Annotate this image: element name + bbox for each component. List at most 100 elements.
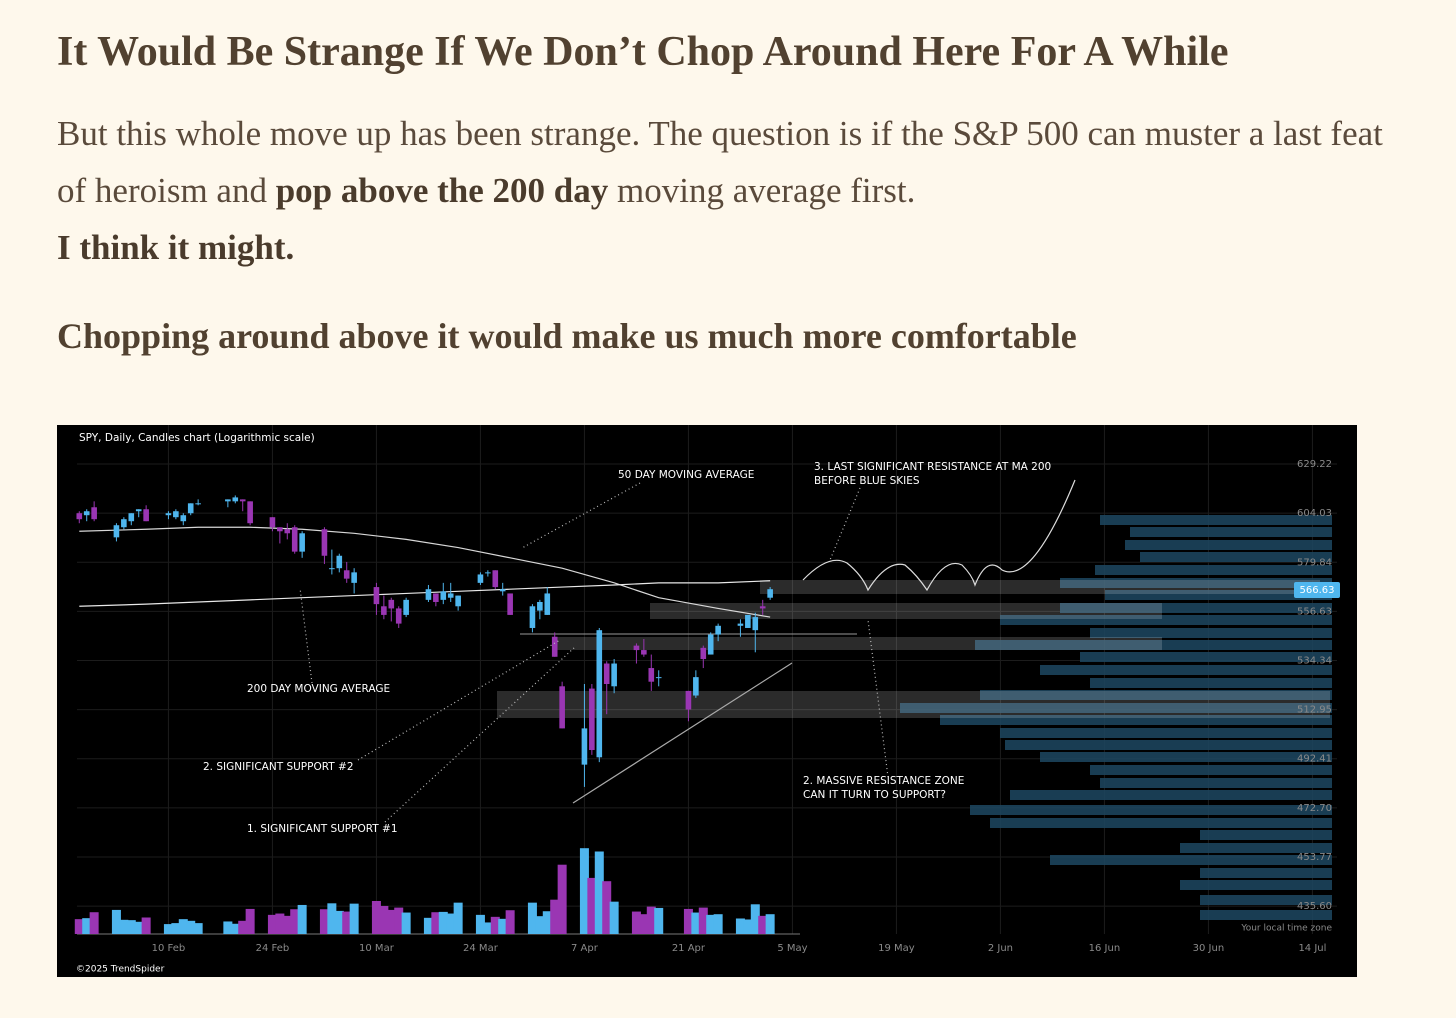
volume-bar	[750, 904, 760, 934]
volume-bar	[609, 901, 619, 934]
volume-bar	[401, 912, 411, 934]
paragraph-runs: But this whole move up has been strange.…	[57, 114, 1383, 210]
candle-body	[544, 593, 551, 615]
candle-body	[752, 617, 759, 631]
volume-bar	[230, 923, 240, 934]
candle-body	[433, 593, 439, 602]
profile-bar	[1100, 778, 1332, 788]
volume-bar	[119, 919, 129, 934]
text-run: pop above the 200 day	[275, 171, 609, 210]
volume-bar	[475, 914, 485, 934]
volume-bar	[238, 920, 248, 934]
candle-body	[91, 507, 97, 520]
candle-body	[329, 568, 335, 570]
candle-body	[381, 606, 387, 615]
y-tick-label: 453.77	[1297, 852, 1332, 863]
y-tick-label: 534.34	[1297, 656, 1332, 667]
candle-body	[232, 497, 239, 502]
support-trendline	[572, 662, 793, 804]
volume-bar	[89, 912, 99, 934]
candle-body	[180, 515, 187, 522]
candle-body	[351, 572, 357, 583]
candle-body	[284, 529, 291, 534]
x-tick-label: 10 Feb	[152, 943, 186, 954]
volume-bar	[111, 909, 121, 934]
leader-line	[521, 482, 641, 549]
candle-body	[299, 533, 305, 552]
volume-bar	[186, 920, 196, 934]
candle-body	[492, 570, 499, 588]
profile-bar	[970, 805, 1332, 815]
candle-body	[648, 668, 655, 682]
volume-bar	[602, 881, 612, 934]
candle-body	[529, 606, 536, 628]
volume-bar	[735, 918, 745, 934]
candle-body	[269, 517, 276, 528]
volume-bar	[698, 907, 708, 934]
volume-bar	[423, 917, 433, 934]
x-tick-label: 5 May	[777, 943, 807, 954]
profile-bar	[1010, 790, 1332, 800]
y-tick-label: 604.03	[1297, 508, 1332, 519]
volume-bar	[223, 921, 233, 934]
candle-body	[559, 686, 565, 729]
volume-bar	[394, 907, 404, 934]
candle-body	[343, 570, 350, 579]
forecast-path	[802, 479, 1076, 592]
volume-bar	[490, 916, 500, 934]
volume-bar	[193, 923, 203, 934]
candle-body	[277, 527, 283, 532]
profile-bar	[1180, 880, 1332, 890]
moving-average	[79, 580, 771, 607]
volume-bar	[349, 903, 359, 934]
candle-body	[173, 511, 179, 518]
annotation: 2. MASSIVE RESISTANCE ZONE	[803, 775, 964, 787]
y-tick-label: 435.60	[1297, 901, 1332, 912]
volume-bar	[587, 877, 597, 934]
volume-bar	[758, 915, 768, 934]
timezone-note: Your local time zone	[1240, 924, 1332, 934]
subheading: Chopping around above it would make us m…	[57, 316, 1077, 356]
last-price-box	[1294, 581, 1340, 598]
volume-bar	[282, 915, 292, 934]
candle-body	[633, 645, 640, 651]
volume-bar	[275, 913, 285, 934]
profile-bar	[975, 640, 1332, 650]
candle-body	[291, 527, 298, 552]
candle-body	[507, 593, 513, 615]
y-tick-label: 512.95	[1297, 705, 1332, 716]
candle-body	[403, 599, 409, 615]
profile-bar	[1050, 855, 1332, 865]
zone	[552, 637, 1162, 650]
candle-body	[499, 589, 506, 592]
candle-body	[395, 608, 402, 624]
candle-body	[128, 513, 135, 522]
profile-bar	[1130, 527, 1332, 537]
x-tick-label: 30 Jun	[1193, 943, 1225, 954]
paragraph: But this whole move up has been strange.…	[57, 105, 1397, 276]
volume-bar	[542, 911, 552, 934]
volume-bar	[646, 906, 656, 934]
volume-bar	[743, 919, 753, 934]
profile-bar	[1000, 728, 1332, 738]
candle-body	[596, 630, 603, 758]
volume-bar	[74, 919, 84, 934]
candle-body	[685, 690, 692, 710]
candle-body	[247, 501, 253, 524]
candle-body	[759, 606, 766, 609]
volume-bar	[639, 914, 649, 934]
candle-body	[336, 555, 343, 569]
candle-body	[388, 599, 395, 609]
profile-bar	[1000, 615, 1332, 625]
y-tick-label: 556.63	[1297, 606, 1332, 617]
candle-body	[551, 636, 558, 657]
zone	[760, 580, 1320, 594]
x-tick-label: 10 Mar	[359, 943, 395, 954]
annotation: 1. SIGNIFICANT SUPPORT #1	[247, 823, 398, 835]
annotation: 50 DAY MOVING AVERAGE	[618, 469, 754, 481]
profile-bar	[980, 690, 1332, 700]
text-run: But this whole move up has been strange.…	[57, 114, 1383, 210]
volume-bar	[342, 911, 352, 934]
profile-bar	[940, 715, 1332, 725]
y-tick-label: 492.41	[1297, 754, 1332, 765]
